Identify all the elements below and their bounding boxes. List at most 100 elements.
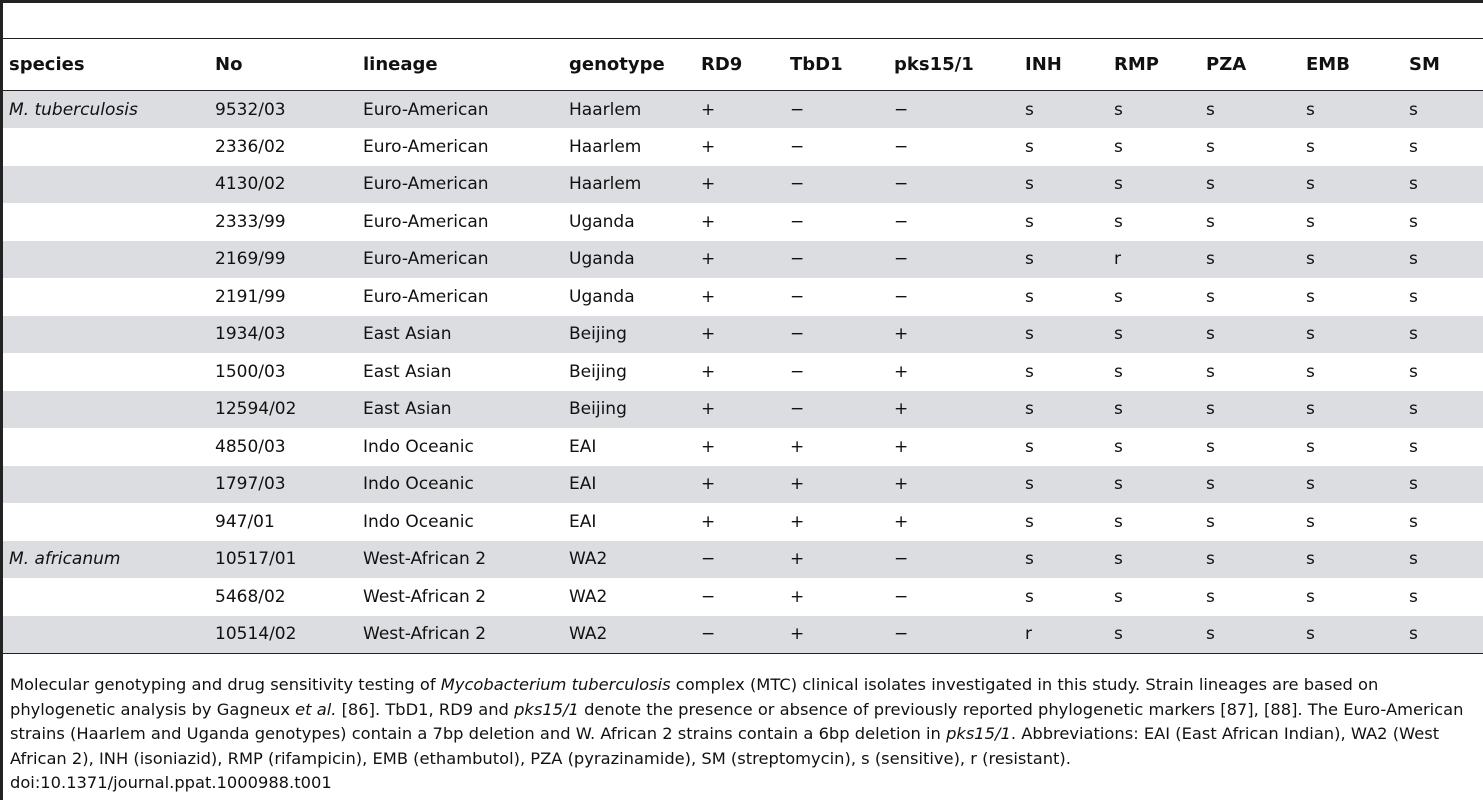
table-row: 10514/02 West-African 2 WA2 − + − r s s s s bbox=[3, 615, 1483, 654]
table-cell: s bbox=[1306, 624, 1315, 644]
table-cell: + bbox=[701, 436, 716, 457]
table-row: M. africanum 10517/01 West-African 2 WA2 − + −… bbox=[3, 540, 1483, 578]
table-cell: s bbox=[1409, 474, 1418, 495]
table-cell: − bbox=[701, 549, 716, 570]
table-cell: s bbox=[1409, 136, 1418, 157]
table-cell: s bbox=[1206, 511, 1215, 532]
column-header: PZA bbox=[1206, 54, 1247, 75]
table-cell: r bbox=[1025, 624, 1032, 644]
table-cell: s bbox=[1409, 511, 1418, 532]
table-cell: 2333/99 bbox=[215, 211, 286, 232]
table-cell: s bbox=[1114, 211, 1123, 232]
table-cell: EAI bbox=[569, 436, 597, 457]
table-cell: + bbox=[790, 586, 805, 607]
table-cell: s bbox=[1025, 249, 1034, 270]
table-cell: Uganda bbox=[569, 286, 635, 307]
table-cell: + bbox=[790, 436, 805, 457]
table-cell: WA2 bbox=[569, 624, 608, 644]
table-cell: s bbox=[1114, 549, 1123, 570]
column-header: pks15/1 bbox=[894, 54, 974, 75]
caption-segment: complex (MTC) clinical isolates investig… bbox=[10, 675, 1379, 719]
table-cell: + bbox=[894, 399, 909, 420]
table-cell: s bbox=[1409, 624, 1418, 644]
column-header: lineage bbox=[363, 54, 438, 75]
table-row: 4130/02 Euro-American Haarlem + − − s s s s s bbox=[3, 165, 1483, 203]
species-cell bbox=[3, 578, 209, 616]
table-cell: − bbox=[894, 136, 909, 157]
table-cell: + bbox=[701, 174, 716, 195]
caption-segment: denote the presence or absence of previo… bbox=[10, 699, 1464, 744]
table-cell: s bbox=[1206, 624, 1215, 644]
table-cell: East Asian bbox=[363, 399, 452, 420]
table-cell: s bbox=[1306, 211, 1315, 232]
table-cell: s bbox=[1114, 436, 1123, 457]
table-cell: + bbox=[701, 474, 716, 495]
table-cell: s bbox=[1306, 399, 1315, 420]
table-cell: + bbox=[701, 211, 716, 232]
table-cell: Euro-American bbox=[363, 99, 489, 120]
table-cell: s bbox=[1306, 324, 1315, 345]
table-cell: s bbox=[1114, 286, 1123, 307]
species-cell bbox=[3, 316, 209, 354]
table-row: 2336/02 Euro-American Haarlem + − − s s s s s bbox=[3, 128, 1483, 166]
table-cell: 947/01 bbox=[215, 511, 275, 532]
table-cell: s bbox=[1025, 549, 1034, 570]
table-cell: − bbox=[790, 399, 805, 420]
table-cell: 1934/03 bbox=[215, 324, 286, 345]
table-cell: s bbox=[1114, 474, 1123, 495]
table-cell: s bbox=[1206, 174, 1215, 195]
table-cell: s bbox=[1025, 399, 1034, 420]
table-cell: s bbox=[1306, 436, 1315, 457]
table-cell: EAI bbox=[569, 474, 597, 495]
table-cell: Uganda bbox=[569, 211, 635, 232]
table-cell: s bbox=[1206, 286, 1215, 307]
table-row: 1934/03 East Asian Beijing + − + s s s s s bbox=[3, 315, 1483, 354]
table-cell: s bbox=[1114, 399, 1123, 420]
table-cell: − bbox=[790, 99, 805, 120]
table-header: species No lineage genotype RD9 TbD1 pks15/1 IN… bbox=[3, 38, 1483, 91]
table-cell: Indo Oceanic bbox=[363, 436, 474, 457]
table-cell: EAI bbox=[569, 511, 597, 532]
table-cell: s bbox=[1409, 249, 1418, 270]
table-cell: s bbox=[1306, 174, 1315, 195]
table-cell: Euro-American bbox=[363, 211, 489, 232]
table-cell: − bbox=[790, 286, 805, 307]
table-cell: + bbox=[701, 249, 716, 270]
doi-link[interactable]: doi:10.1371/journal.ppat.1000988.t001 bbox=[10, 773, 332, 792]
column-header: EMB bbox=[1306, 54, 1350, 75]
caption-italic-segment: pks15/1 bbox=[514, 699, 579, 719]
table-cell: + bbox=[790, 511, 805, 532]
table-cell: WA2 bbox=[569, 586, 608, 607]
table-row: 2191/99 Euro-American Uganda + − − s s s s s bbox=[3, 278, 1483, 316]
table-cell: Beijing bbox=[569, 399, 627, 420]
caption-italic-segment: pks15/1 bbox=[946, 724, 1011, 743]
table-cell: s bbox=[1306, 99, 1315, 120]
table-cell: s bbox=[1306, 586, 1315, 607]
table-cell: 5468/02 bbox=[215, 586, 286, 607]
species-cell bbox=[3, 203, 209, 241]
table-cell: − bbox=[894, 549, 909, 570]
table-cell: − bbox=[790, 249, 805, 270]
species-cell bbox=[3, 616, 209, 654]
table-cell: 4130/02 bbox=[215, 174, 286, 195]
table-cell: s bbox=[1206, 324, 1215, 345]
species-cell bbox=[3, 128, 209, 166]
species-cell bbox=[3, 391, 209, 429]
table-cell: West-African 2 bbox=[363, 586, 487, 607]
table-cell: s bbox=[1025, 586, 1034, 607]
table-cell: Euro-American bbox=[363, 136, 489, 157]
table-row: 1500/03 East Asian Beijing + − + s s s s s bbox=[3, 353, 1483, 391]
table-cell: s bbox=[1206, 549, 1215, 570]
table-cell: s bbox=[1409, 99, 1418, 120]
table-cell: + bbox=[701, 286, 716, 307]
table-cell: s bbox=[1206, 211, 1215, 232]
species-cell: M. africanum bbox=[9, 549, 121, 570]
table-cell: s bbox=[1206, 474, 1215, 495]
column-header: INH bbox=[1025, 54, 1062, 75]
table-cell: s bbox=[1206, 361, 1215, 382]
table-cell: s bbox=[1114, 174, 1123, 195]
table-cell: s bbox=[1409, 361, 1418, 382]
table-cell: s bbox=[1206, 136, 1215, 157]
table-cell: s bbox=[1409, 286, 1418, 307]
table-cell: s bbox=[1025, 511, 1034, 532]
